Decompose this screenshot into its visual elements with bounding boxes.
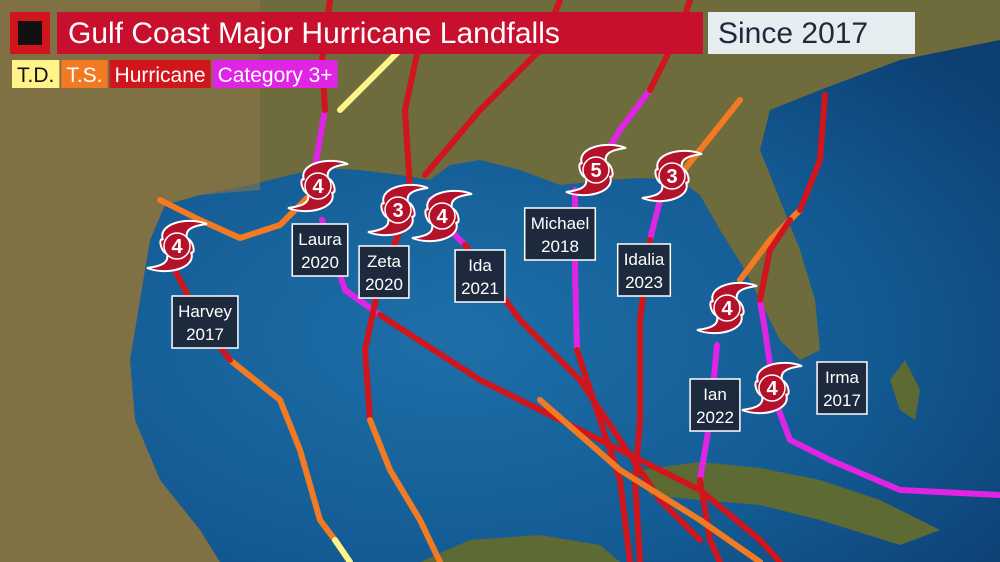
storm-label-box xyxy=(816,361,868,415)
storm-icon: 4 xyxy=(741,361,803,415)
storm-name: Harvey xyxy=(178,302,232,321)
legend-label: Hurricane xyxy=(115,64,206,87)
storm-icon: 4 xyxy=(287,159,349,213)
storm-label: Laura 2020 xyxy=(291,223,349,277)
storm-name: Laura xyxy=(298,230,342,249)
storm-icon: 3 xyxy=(367,183,429,237)
storm-category: 4 xyxy=(766,378,778,400)
storm-name: Zeta xyxy=(367,252,402,271)
legend-label: Category 3+ xyxy=(218,64,333,87)
legend-label: T.S. xyxy=(66,64,102,87)
storm-eye xyxy=(582,156,610,184)
storm-name: Ian xyxy=(703,385,727,404)
storm-year: 2020 xyxy=(365,275,403,294)
storm-year: 2018 xyxy=(541,237,579,256)
storm-name: Idalia xyxy=(624,250,665,269)
storm-icon: 5 xyxy=(565,143,627,197)
storm-name: Michael xyxy=(531,214,590,233)
legend-swatch xyxy=(12,60,60,88)
storm-icon: 4 xyxy=(696,281,758,335)
storm-category: 5 xyxy=(590,160,601,182)
storm-label-box xyxy=(454,249,506,303)
storm-eye xyxy=(658,162,686,190)
storm-eye xyxy=(713,294,741,322)
storms: 4 Harvey 2017 4 Laura 2020 3 Zeta 2020 4 Ida 2021 5 M… xyxy=(146,143,868,432)
storm-name: Irma xyxy=(825,368,860,387)
storm-icon: 3 xyxy=(641,149,703,203)
storm-label: Harvey 2017 xyxy=(171,295,239,349)
storm-icon: 4 xyxy=(146,219,208,273)
logo xyxy=(18,21,42,45)
storm-eye xyxy=(163,232,191,260)
storm-label: Ida 2021 xyxy=(454,249,506,303)
storm-label-box xyxy=(291,223,349,277)
yucatan xyxy=(420,535,620,562)
storm-label-box xyxy=(523,207,597,261)
cuba xyxy=(640,462,940,545)
storm-label-box xyxy=(171,295,239,349)
legend-label: T.D. xyxy=(17,64,54,87)
storm-year: 2022 xyxy=(696,408,734,427)
bahamas xyxy=(890,360,920,420)
storm-year: 2017 xyxy=(186,325,224,344)
legend-swatch xyxy=(61,60,108,88)
storm-eye xyxy=(384,196,412,224)
legend: T.D. T.S. Hurricane Category 3+ xyxy=(12,60,338,88)
storm-label-box xyxy=(689,378,741,432)
storm-label: Zeta 2020 xyxy=(358,245,410,299)
storm-label: Michael 2018 xyxy=(523,207,597,261)
storm-name: Ida xyxy=(468,256,492,275)
storm-category: 3 xyxy=(392,200,403,222)
storm-year: 2020 xyxy=(301,253,339,272)
storm-label-box xyxy=(358,245,410,299)
storm-category: 3 xyxy=(666,166,677,188)
storm-label: Ian 2022 xyxy=(689,378,741,432)
title: Gulf Coast Major Hurricane Landfalls xyxy=(68,17,560,50)
storm-eye xyxy=(304,172,332,200)
storm-label: Idalia 2023 xyxy=(616,243,672,297)
title-box xyxy=(57,12,703,54)
storm-icon: 4 xyxy=(411,189,473,243)
storm-category: 4 xyxy=(436,206,448,228)
storm-label: Irma 2017 xyxy=(816,361,868,415)
subtitle-box xyxy=(708,12,915,54)
storm-year: 2023 xyxy=(625,273,663,292)
storm-category: 4 xyxy=(721,298,733,320)
legend-swatch xyxy=(109,60,211,88)
storm-year: 2021 xyxy=(461,279,499,298)
subtitle: Since 2017 xyxy=(718,17,868,50)
storm-year: 2017 xyxy=(823,391,861,410)
tracks xyxy=(157,0,1000,562)
storm-eye xyxy=(428,202,456,230)
land-mexico xyxy=(0,0,260,562)
storm-category: 4 xyxy=(171,236,183,258)
legend-swatch xyxy=(212,60,338,88)
storm-label-box xyxy=(616,243,672,297)
storm-category: 4 xyxy=(312,176,324,198)
storm-eye xyxy=(758,374,786,402)
